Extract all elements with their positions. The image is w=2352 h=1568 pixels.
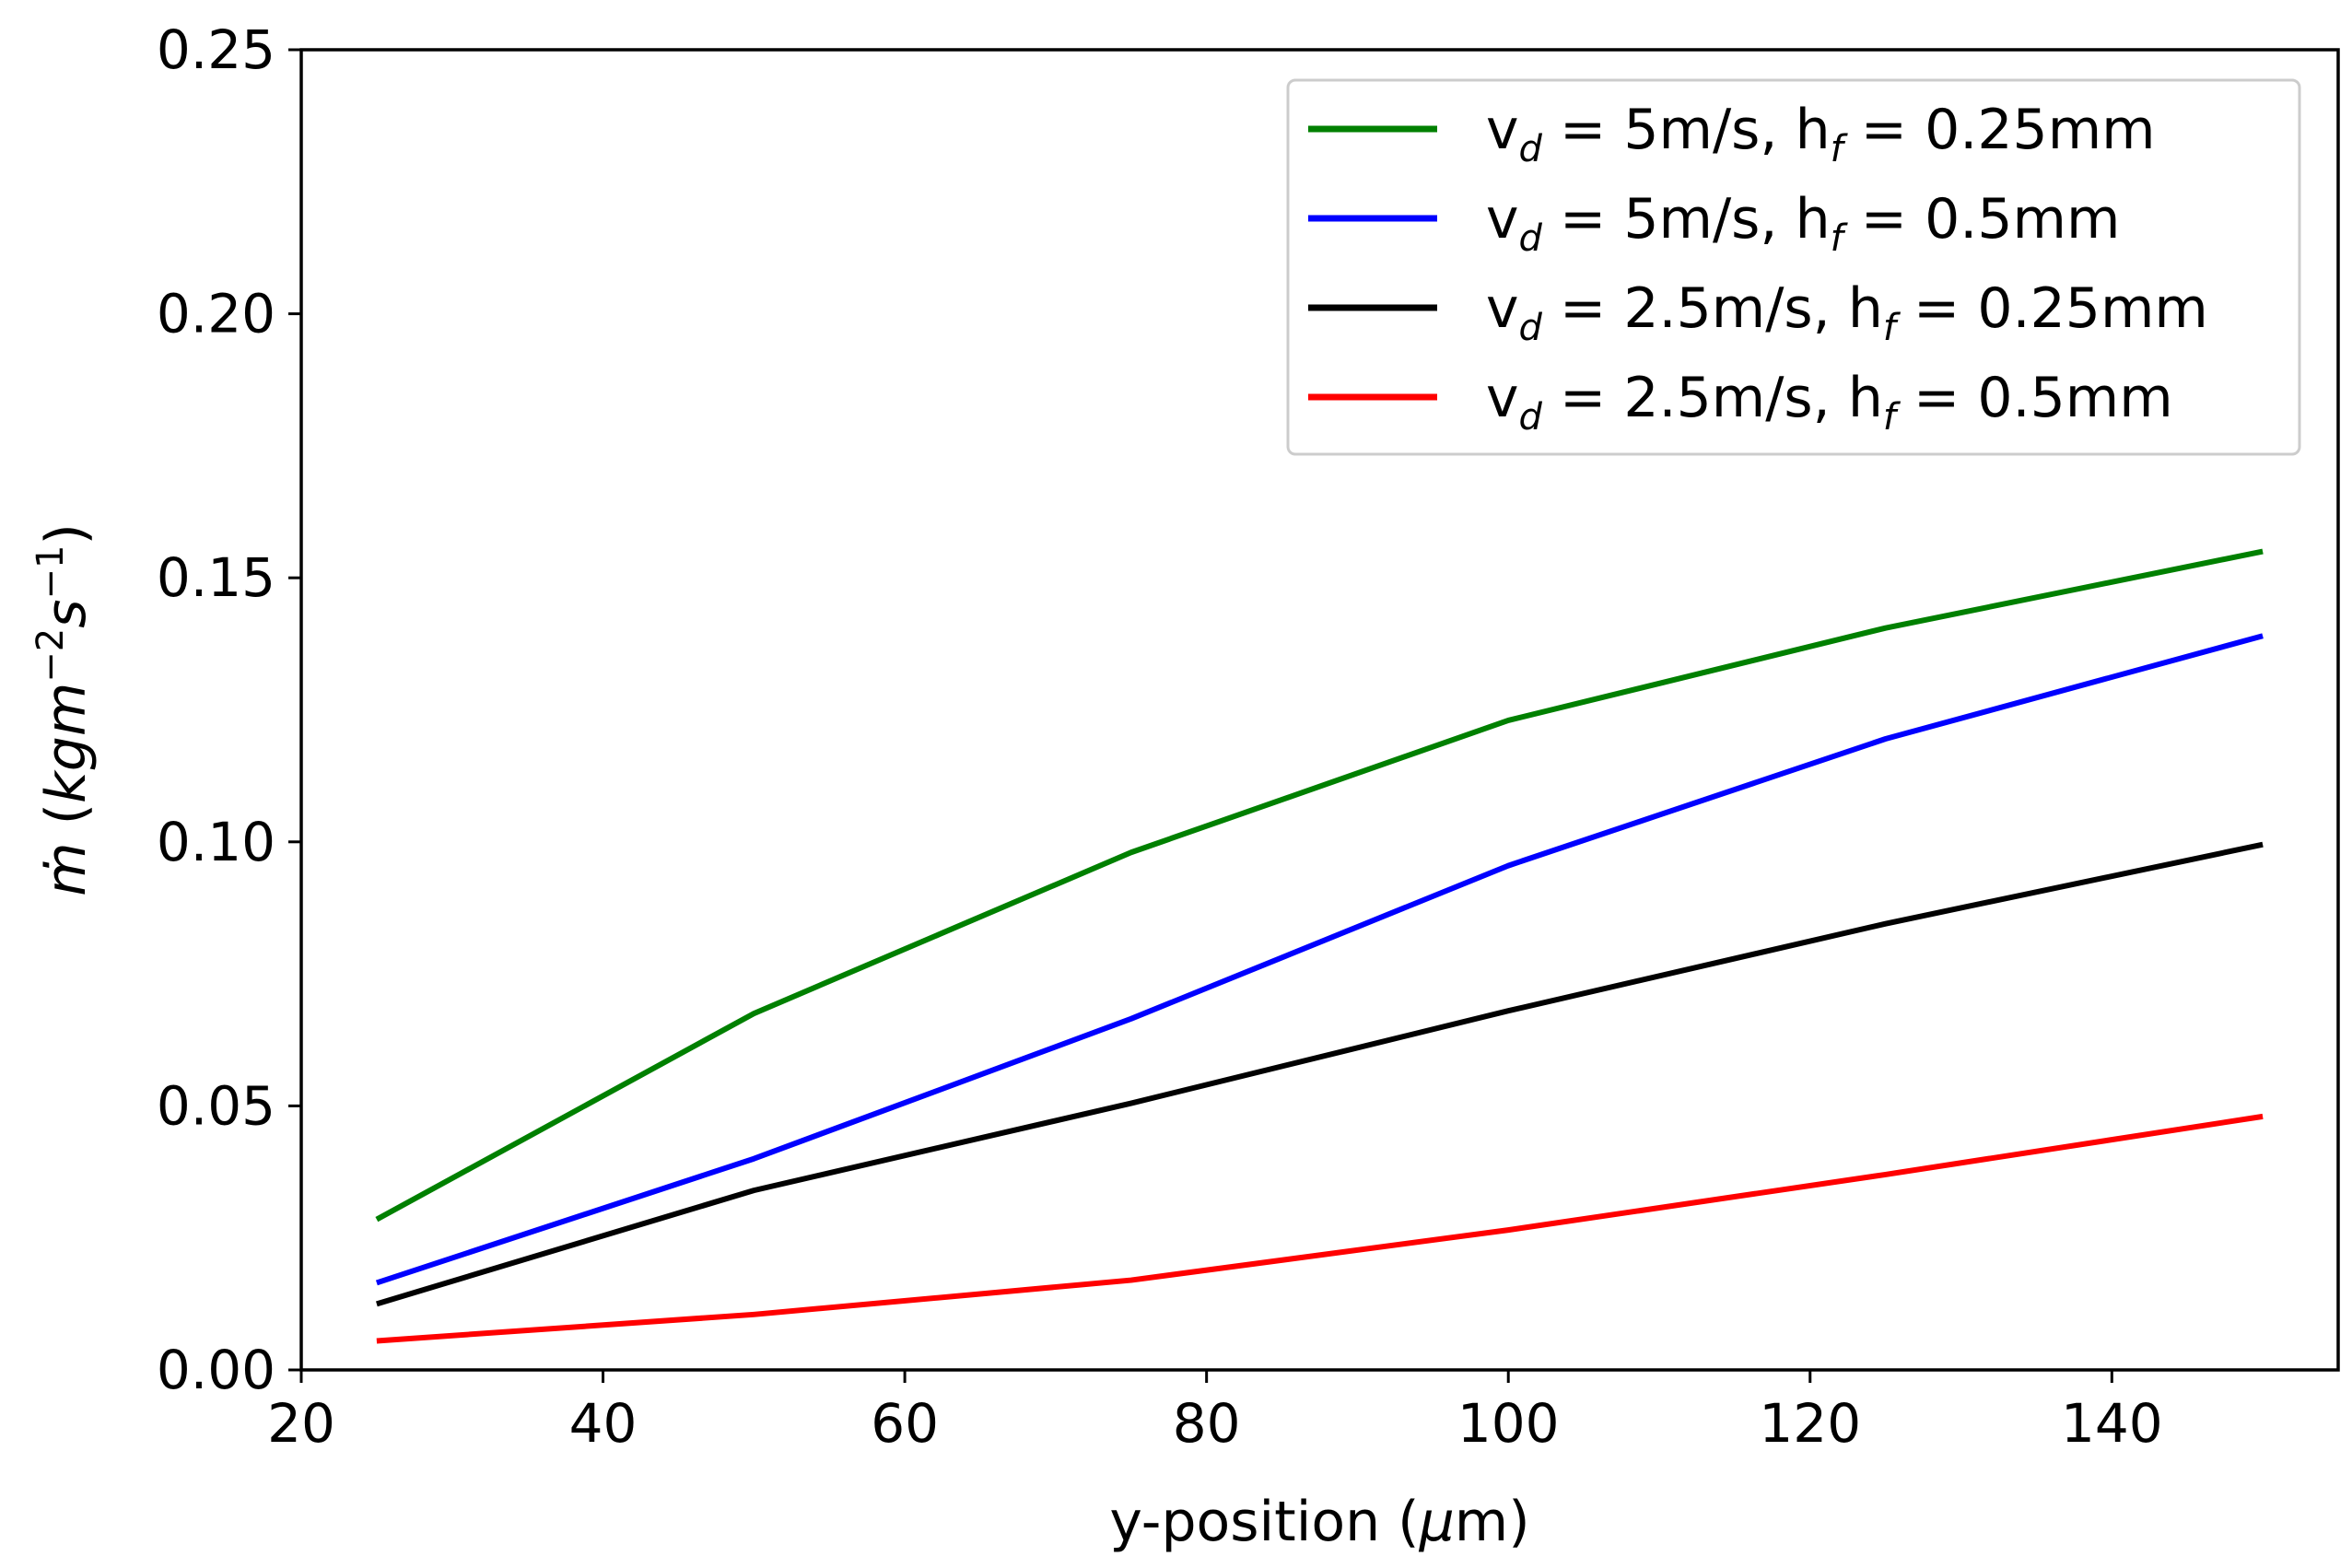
x-axis-title-mu: μ — [1419, 1490, 1455, 1554]
x-axis-title-post: m) — [1455, 1490, 1530, 1554]
x-tick-label: 60 — [871, 1392, 939, 1455]
x-axis-title-pre: y-position ( — [1109, 1490, 1419, 1554]
legend-label-2: vd = 5m/s, hf = 0.5mm — [1486, 187, 2120, 260]
y-tick-label: 0.05 — [157, 1074, 275, 1137]
legend-label-part: d — [1519, 307, 1543, 349]
legend-label-part: = 5m/s, — [1542, 98, 1796, 162]
legend-label-3: vd = 2.5m/s, hf = 0.25mm — [1486, 276, 2208, 349]
y-axis-title-symbol: ṁ — [34, 842, 99, 895]
legend-label-part: = 2.5m/s, — [1542, 276, 1848, 341]
legend-box — [1286, 78, 2301, 456]
legend-label-part: v — [1486, 187, 1519, 252]
axis-ticks: 20 40 60 80 100 120 140 0.00 0.05 0.10 0.15 0.20 0.2… — [157, 18, 2163, 1455]
legend-label-part: = 0.5mm — [1843, 187, 2121, 252]
series-line-4 — [376, 1113, 2264, 1344]
legend-label-part: = 0.25mm — [1843, 98, 2156, 162]
legend-label-part: h — [1848, 276, 1883, 341]
x-axis-title: y-position (μm) — [1109, 1490, 1529, 1554]
x-tick-label: 20 — [267, 1392, 335, 1455]
y-tick-label: 0.00 — [157, 1339, 275, 1401]
legend-label-part: h — [1796, 98, 1831, 162]
series-line-3 — [376, 841, 2264, 1307]
y-axis-title-unit2: s — [34, 599, 99, 627]
plot-frame — [299, 48, 2340, 1372]
legend-label-part: d — [1519, 217, 1543, 260]
y-axis-title: ṁ (kgm−2s−1) — [29, 523, 99, 896]
legend-label-part: d — [1519, 396, 1543, 439]
y-tick-label: 0.15 — [157, 546, 275, 609]
legend-label-part: d — [1519, 128, 1543, 170]
y-axis-title-close: ) — [34, 523, 99, 544]
y-axis-title-open: ( — [34, 803, 99, 842]
legend-label-part: h — [1848, 366, 1883, 430]
legend: vd = 5m/s, hf = 0.25mm vd = 5m/s, hf = 0.… — [1286, 78, 2301, 456]
y-tick-label: 0.20 — [157, 283, 275, 345]
legend-label-part: = 0.25mm — [1896, 276, 2208, 341]
legend-label-part: v — [1486, 98, 1519, 162]
y-tick-label: 0.10 — [157, 811, 275, 873]
legend-label-4: vd = 2.5m/s, hf = 0.5mm — [1486, 366, 2173, 439]
legend-label-part: h — [1796, 187, 1831, 252]
y-axis-title-sup1: −2 — [29, 628, 72, 683]
legend-label-part: = 0.5mm — [1896, 366, 2173, 430]
x-tick-label: 80 — [1173, 1392, 1241, 1455]
y-axis-title-unit: kgm — [34, 683, 99, 803]
series-line-1 — [375, 548, 2264, 1223]
legend-label-part: v — [1486, 276, 1519, 341]
series-lines — [375, 548, 2264, 1344]
legend-label-part: = 5m/s, — [1542, 187, 1796, 252]
x-tick-label: 120 — [1759, 1392, 1861, 1455]
y-axis-title-sup2: −1 — [29, 545, 72, 600]
x-tick-label: 140 — [2061, 1392, 2163, 1455]
series-line-2 — [375, 633, 2264, 1286]
y-tick-label: 0.25 — [157, 18, 275, 81]
x-tick-label: 100 — [1457, 1392, 1560, 1455]
x-tick-label: 40 — [569, 1392, 638, 1455]
legend-label-part: v — [1486, 366, 1519, 430]
legend-label-part: = 2.5m/s, — [1542, 366, 1848, 430]
legend-label-1: vd = 5m/s, hf = 0.25mm — [1486, 98, 2156, 170]
